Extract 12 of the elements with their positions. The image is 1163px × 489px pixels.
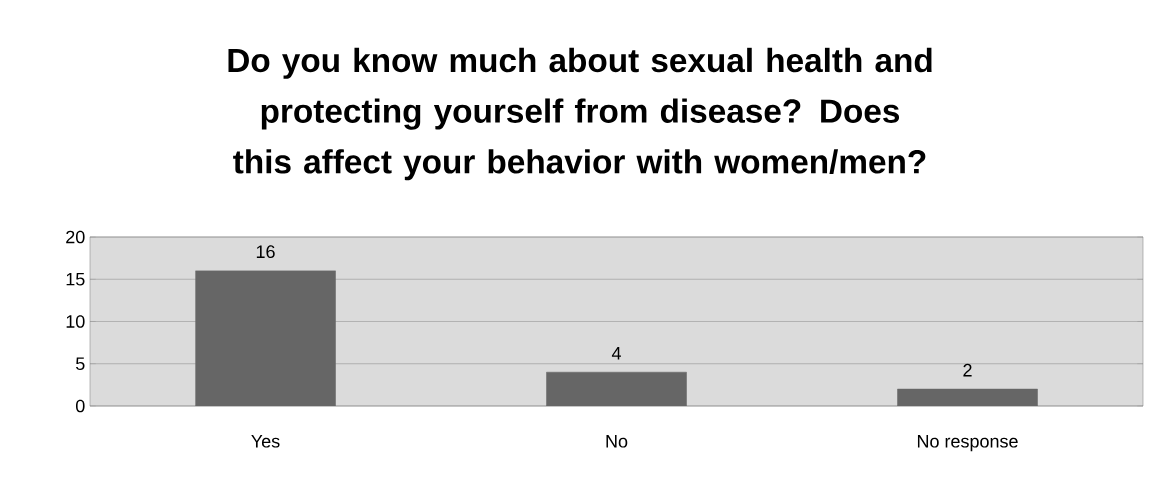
y-tick-label: 0 bbox=[75, 399, 85, 413]
x-tick-label: No response bbox=[917, 435, 1018, 452]
chart-title: Do you know much about sexual health and protecting yourself from disease? Does this affect your behavior with women/men? bbox=[228, 47, 932, 181]
x-tick-label: Yes bbox=[251, 435, 280, 448]
data-label: 16 bbox=[256, 245, 275, 259]
y-tick-label: 10 bbox=[66, 315, 85, 328]
data-label: 2 bbox=[963, 363, 972, 377]
x-tick-label: No bbox=[606, 435, 628, 448]
y-tick-label: 20 bbox=[66, 230, 85, 244]
data-label: 4 bbox=[611, 347, 621, 360]
y-tick-label: 5 bbox=[75, 357, 85, 371]
y-tick-label: 15 bbox=[66, 272, 85, 286]
